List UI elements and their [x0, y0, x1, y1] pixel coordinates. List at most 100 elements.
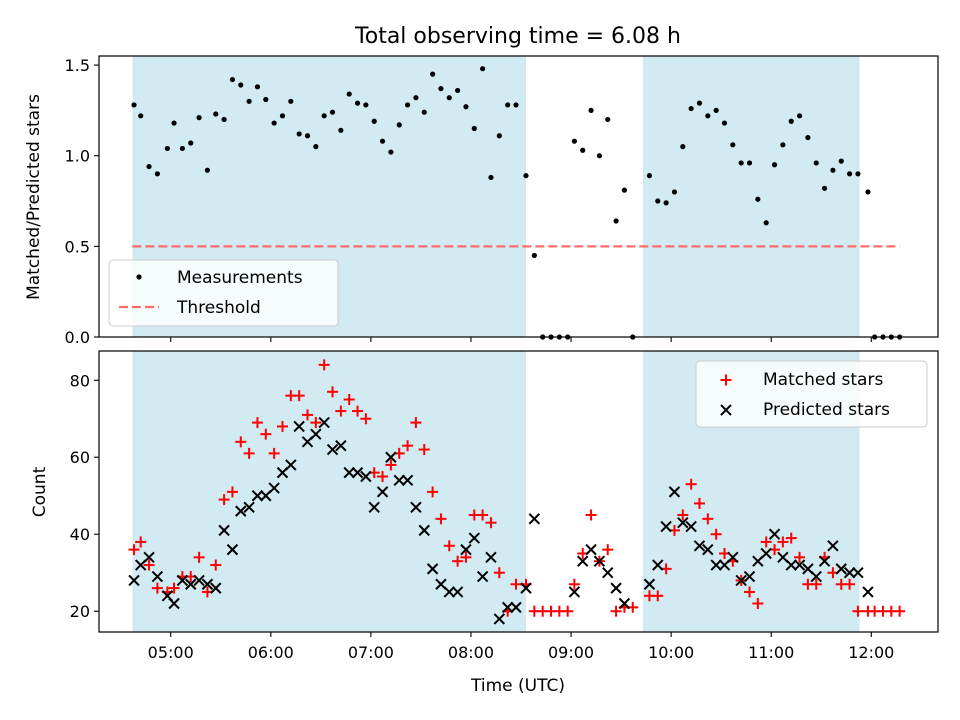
predicted-star-point — [862, 586, 874, 598]
predicted-star-point — [251, 490, 264, 502]
measurement-point — [188, 140, 194, 146]
predicted-star-point — [810, 570, 822, 583]
legend-predicted-label: Predicted stars — [763, 400, 890, 420]
predicted-star-point — [218, 524, 230, 537]
predicted-star-point — [585, 543, 597, 556]
matched-star-point — [794, 551, 806, 563]
matched-star-point — [168, 582, 180, 594]
predicted-star-point — [128, 574, 140, 587]
measurement-point — [271, 120, 277, 126]
matched-star-point — [702, 513, 714, 525]
measurement-point — [138, 113, 144, 119]
count-points — [128, 359, 906, 625]
measurement-point — [696, 100, 703, 106]
matched-star-point — [510, 578, 522, 590]
measurement-point — [338, 127, 344, 133]
matched-star-point — [602, 544, 614, 556]
measurement-point — [296, 131, 302, 137]
predicted-star-point — [368, 501, 380, 513]
top-panel: 0.0 0.5 1.0 1.5 Matched/Predicted stars Mea… — [24, 55, 939, 347]
x-tick-label: 11:00 — [748, 643, 794, 662]
predicted-star-point — [443, 586, 455, 598]
measurement-point — [788, 118, 794, 124]
measurement-point — [805, 134, 811, 141]
predicted-star-point — [351, 466, 364, 479]
predicted-star-point — [468, 532, 481, 544]
measurement-point — [171, 120, 177, 126]
predicted-star-point — [393, 474, 405, 487]
bottom-y-tick-label: 80 — [70, 371, 90, 390]
matched-star-point — [352, 405, 364, 417]
predicted-star-point — [727, 551, 739, 564]
measurement-point — [730, 142, 736, 148]
measurement-point — [738, 160, 744, 166]
matched-star-point — [568, 578, 580, 590]
bottom-y-ticks: 20 40 60 80 — [70, 371, 99, 621]
matched-star-point — [310, 417, 322, 429]
predicted-star-point — [268, 482, 280, 494]
measurement-point — [705, 113, 711, 119]
measurement-points — [131, 66, 903, 340]
measurement-point — [821, 185, 828, 191]
measurement-point — [596, 153, 602, 159]
measurement-point — [371, 118, 377, 124]
matched-star-point — [477, 509, 489, 521]
measurement-point — [313, 144, 319, 150]
measurement-point — [671, 189, 678, 195]
predicted-star-point — [226, 543, 239, 556]
top-axes-frame — [98, 55, 939, 338]
predicted-star-point — [201, 578, 214, 590]
x-tick-label: 09:00 — [548, 643, 594, 662]
predicted-star-point — [693, 540, 706, 552]
matched-star-point — [193, 551, 205, 563]
bottom-shaded-region — [132, 351, 527, 632]
matched-star-point — [301, 409, 313, 421]
measurement-point — [463, 104, 469, 110]
measurement-point — [196, 115, 202, 121]
predicted-star-point — [168, 597, 180, 610]
predicted-star-point — [426, 563, 439, 575]
measurement-point — [229, 76, 236, 83]
measurement-point — [523, 173, 529, 179]
predicted-star-point — [210, 582, 222, 594]
legend-predicted-marker — [720, 404, 732, 416]
x-tick-label: 06:00 — [248, 643, 294, 662]
top-y-tick-label: 1.5 — [65, 56, 90, 75]
bottom-axes-frame — [98, 350, 939, 633]
matched-star-point — [562, 605, 574, 617]
top-shaded-region — [642, 56, 860, 337]
chart-title: Total observing time = 6.08 h — [354, 24, 681, 49]
measurement-point — [488, 174, 494, 181]
predicted-star-point — [660, 520, 672, 533]
matched-star-point — [327, 386, 339, 398]
measurement-point — [204, 167, 211, 173]
predicted-star-point — [735, 574, 747, 587]
matched-star-point — [585, 509, 597, 521]
predicted-star-point — [593, 555, 606, 567]
predicted-star-point — [385, 451, 397, 463]
predicted-star-point — [360, 470, 372, 483]
bottom-legend-box — [695, 360, 928, 428]
measurement-point — [621, 187, 628, 193]
top-y-tick-label: 1.0 — [65, 147, 90, 166]
predicted-star-point — [677, 516, 689, 529]
measurement-point — [746, 160, 753, 166]
matched-star-point — [443, 540, 455, 552]
predicted-star-point — [460, 543, 472, 556]
matched-star-point — [226, 486, 238, 498]
matched-star-point — [293, 390, 305, 402]
measurement-point — [304, 133, 311, 139]
measurement-point — [771, 162, 778, 168]
measurement-point — [221, 116, 227, 123]
measurement-point — [865, 189, 871, 195]
measurement-point — [855, 171, 861, 177]
legend-threshold-label: Threshold — [176, 298, 261, 318]
matched-star-point — [710, 528, 722, 540]
matched-star-point — [852, 605, 864, 617]
matched-star-point — [785, 532, 797, 544]
bottom-y-tick-label: 60 — [70, 448, 90, 467]
predicted-star-point — [843, 567, 856, 579]
measurement-point — [455, 87, 461, 94]
top-legend: Measurements Threshold — [108, 259, 339, 327]
measurement-point — [238, 82, 244, 88]
